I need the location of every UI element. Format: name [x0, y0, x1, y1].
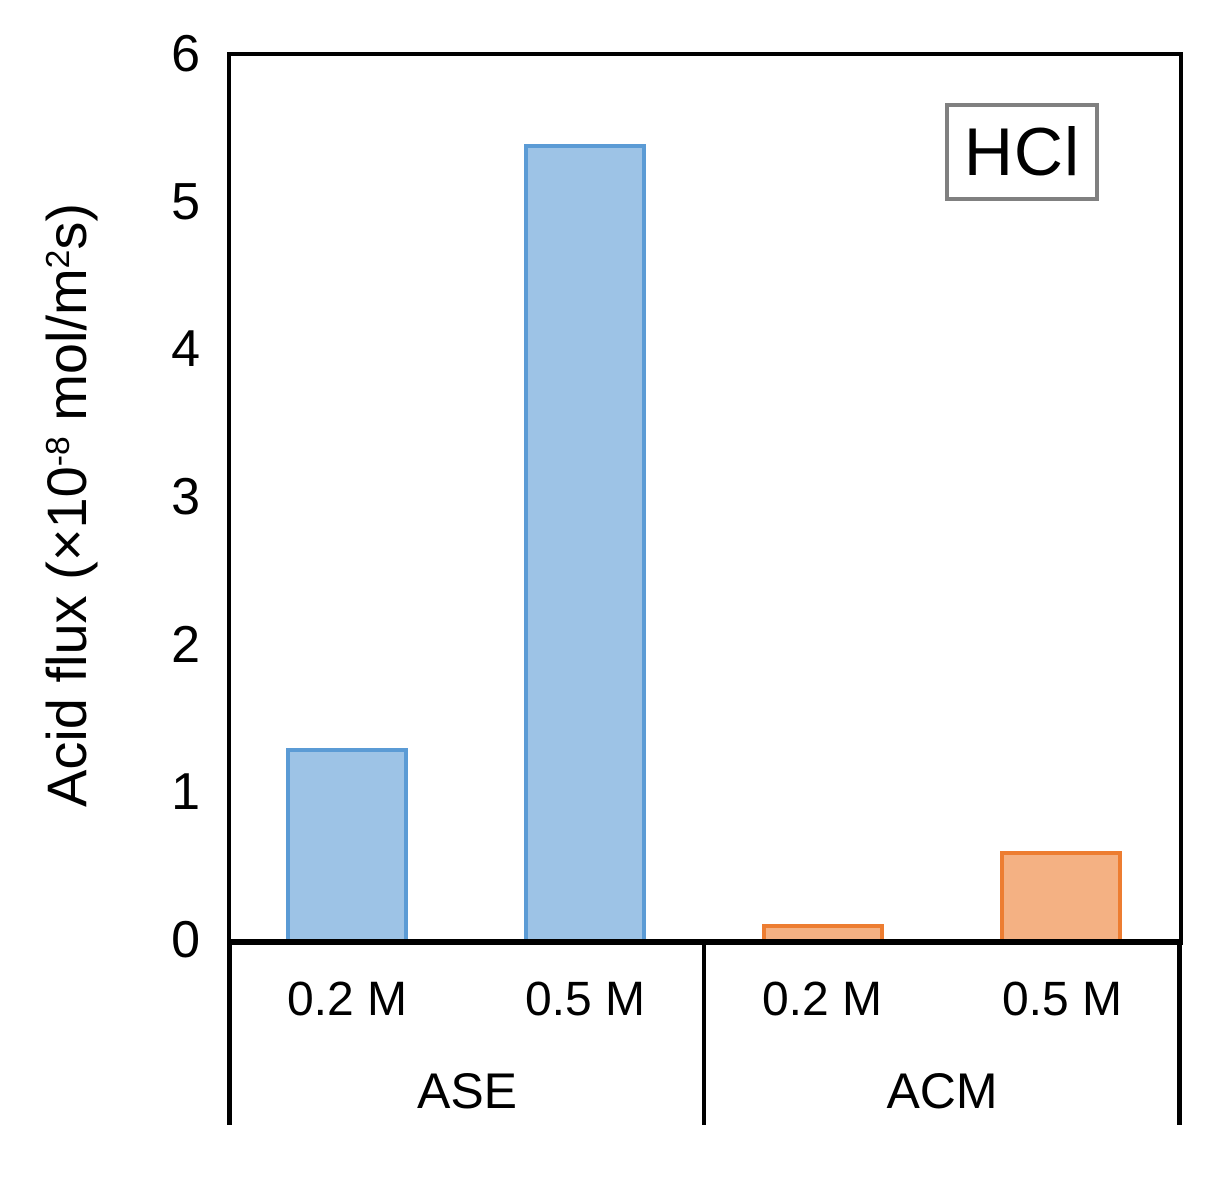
y-tick-label-5: 5 [171, 173, 200, 231]
x-group-label-acm: ACM [886, 1063, 998, 1119]
y-tick-label-4: 4 [171, 320, 200, 378]
annotation-label: HCl [963, 114, 1081, 190]
y-tick-label-3: 3 [171, 468, 200, 526]
y-axis-title-text: Acid flux (×10 [35, 466, 98, 808]
y-axis-title-units: mol/m [35, 268, 98, 437]
x-group-label-ase: ASE [416, 1063, 518, 1119]
x-axis-separator-middle [702, 939, 706, 1125]
y-tick-label-2: 2 [171, 616, 200, 674]
y-axis-title-superscript-squared: 2 [40, 249, 78, 269]
bar-acm-0.5M [1000, 851, 1122, 939]
annotation-box: HCl [945, 103, 1099, 201]
x-tick-label-ase-0.2M: 0.2 M [286, 973, 408, 1026]
y-tick-label-0: 0 [171, 911, 200, 969]
y-tick-label-6: 6 [171, 25, 200, 83]
x-tick-label-acm-0.5M: 0.5 M [1001, 973, 1123, 1026]
bar-ase-0.5M [524, 144, 646, 939]
y-tick-label-1: 1 [171, 763, 200, 821]
x-tick-label-acm-0.2M: 0.2 M [761, 973, 883, 1026]
bar-acm-0.2M [762, 924, 884, 939]
bar-ase-0.2M [286, 748, 408, 939]
x-tick-label-ase-0.5M: 0.5 M [524, 973, 646, 1026]
x-axis-separator-right [1177, 939, 1182, 1125]
y-axis-title-superscript-exponent: -8 [40, 436, 78, 467]
y-axis-title-units-end: s) [35, 202, 98, 250]
x-axis-separator-left [227, 939, 232, 1125]
